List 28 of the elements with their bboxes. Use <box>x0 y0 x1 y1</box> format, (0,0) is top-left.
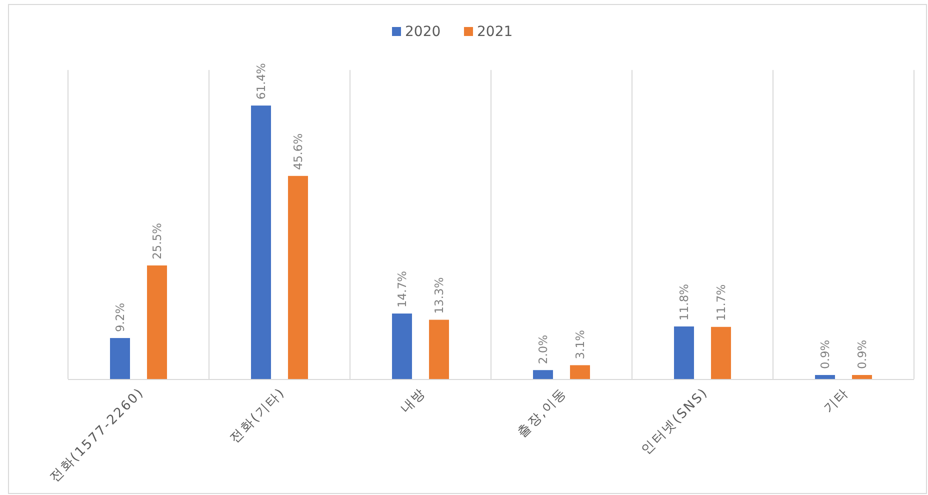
bar <box>429 320 449 379</box>
x-tick-label: 내방 <box>398 385 430 416</box>
x-tick-label: 기타 <box>821 385 852 416</box>
data-label: 13.3% <box>432 277 446 314</box>
data-label: 2.0% <box>536 334 550 364</box>
bar <box>147 265 167 379</box>
bar <box>711 326 731 379</box>
bar <box>251 106 271 379</box>
bar <box>533 370 553 379</box>
bar <box>288 176 308 379</box>
data-label: 0.9% <box>818 340 832 369</box>
data-label: 0.9% <box>855 340 869 369</box>
data-label: 25.5% <box>150 222 164 260</box>
bar <box>674 326 694 379</box>
bar <box>570 365 590 379</box>
bar <box>815 374 835 379</box>
data-label: 9.2% <box>113 302 127 332</box>
data-label: 11.7% <box>714 284 728 321</box>
data-label: 45.6% <box>291 133 305 170</box>
data-label: 61.4% <box>254 62 268 100</box>
bar <box>110 338 130 379</box>
legend-label: 2020 <box>405 24 441 40</box>
data-label: 3.1% <box>573 330 587 360</box>
bar <box>852 374 872 379</box>
data-label: 14.7% <box>395 270 409 308</box>
data-label: 11.8% <box>677 284 691 320</box>
bar <box>392 314 412 379</box>
legend-label: 2021 <box>477 24 513 40</box>
